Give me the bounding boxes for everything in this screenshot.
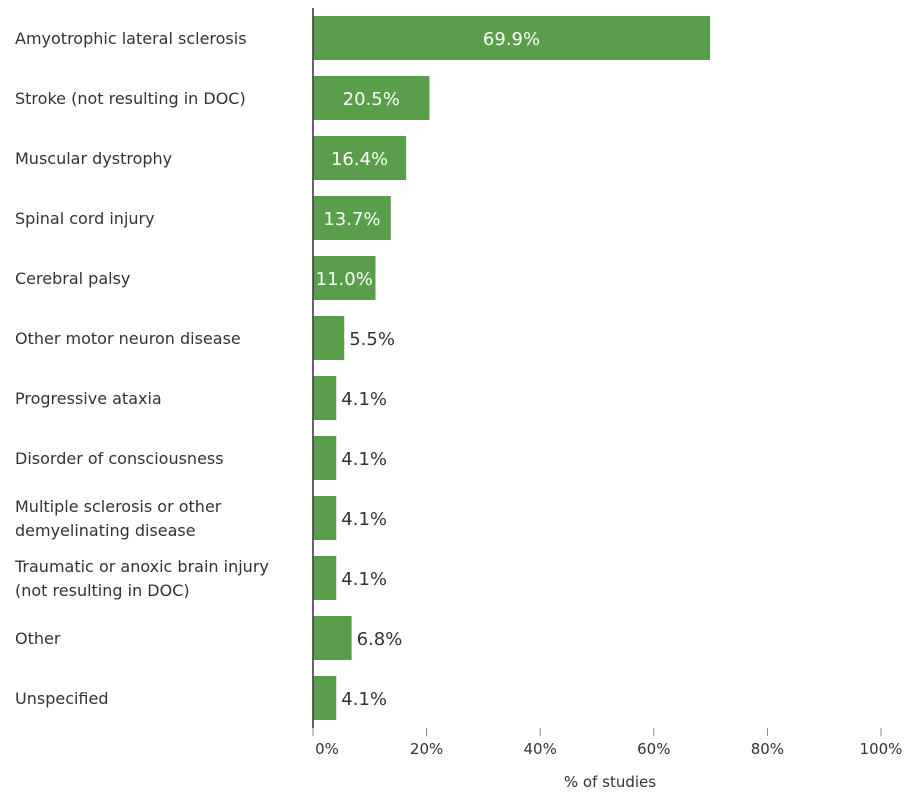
- x-tick-label: 60%: [637, 740, 670, 758]
- category-label: Spinal cord injury: [15, 209, 155, 228]
- bars: [313, 16, 711, 720]
- bar: [313, 196, 391, 240]
- x-tick-label: 20%: [410, 740, 443, 758]
- category-label: Disorder of consciousness: [15, 449, 224, 468]
- category-label: Progressive ataxia: [15, 389, 162, 408]
- x-axis-ticks: 0% 20% 40% 60% 80% 100%: [312, 728, 903, 758]
- x-tick-label: 100%: [860, 740, 903, 758]
- x-tick-label: 40%: [524, 740, 557, 758]
- category-label: Stroke (not resulting in DOC): [15, 89, 246, 108]
- category-label: Amyotrophic lateral sclerosis: [15, 29, 247, 48]
- category-label: Unspecified: [15, 689, 109, 708]
- category-label: Multiple sclerosis or other demyelinating…: [15, 497, 222, 540]
- value-labels: 69.9% 20.5% 16.4% 13.7% 11.0% 5.5% 4.1% 4.1% 4.1…: [316, 29, 540, 710]
- value-label: 11.0%: [316, 269, 373, 290]
- bar: [313, 256, 376, 300]
- bar: [313, 496, 337, 540]
- value-label: 4.1%: [341, 389, 387, 410]
- bar: [313, 436, 337, 480]
- bar: [313, 136, 407, 180]
- bar: [313, 316, 345, 360]
- value-label: 5.5%: [349, 329, 395, 350]
- bar: [313, 376, 337, 420]
- value-label: 20.5%: [343, 89, 400, 110]
- bar: [313, 556, 337, 600]
- x-axis-label: % of studies: [564, 773, 656, 791]
- bar: [313, 76, 430, 120]
- category-label: Other motor neuron disease: [15, 329, 241, 348]
- value-label: 69.9%: [483, 29, 540, 50]
- value-label: 4.1%: [341, 689, 387, 710]
- value-label: 6.8%: [357, 629, 403, 650]
- category-label: Traumatic or anoxic brain injury (not res…: [14, 557, 269, 600]
- value-label: 4.1%: [341, 449, 387, 470]
- category-label: Other: [15, 629, 61, 648]
- category-label: Muscular dystrophy: [15, 149, 172, 168]
- value-label: 4.1%: [341, 509, 387, 530]
- category-labels: Amyotrophic lateral sclerosis Stroke (not…: [14, 29, 269, 708]
- x-tick-label: 0%: [315, 740, 339, 758]
- x-tick-label: 80%: [751, 740, 784, 758]
- value-label: 4.1%: [341, 569, 387, 590]
- bar: [313, 676, 337, 720]
- bar: [313, 16, 711, 60]
- bar: [313, 616, 352, 660]
- category-label: Cerebral palsy: [15, 269, 130, 288]
- value-label: 16.4%: [331, 149, 388, 170]
- value-label: 13.7%: [323, 209, 380, 230]
